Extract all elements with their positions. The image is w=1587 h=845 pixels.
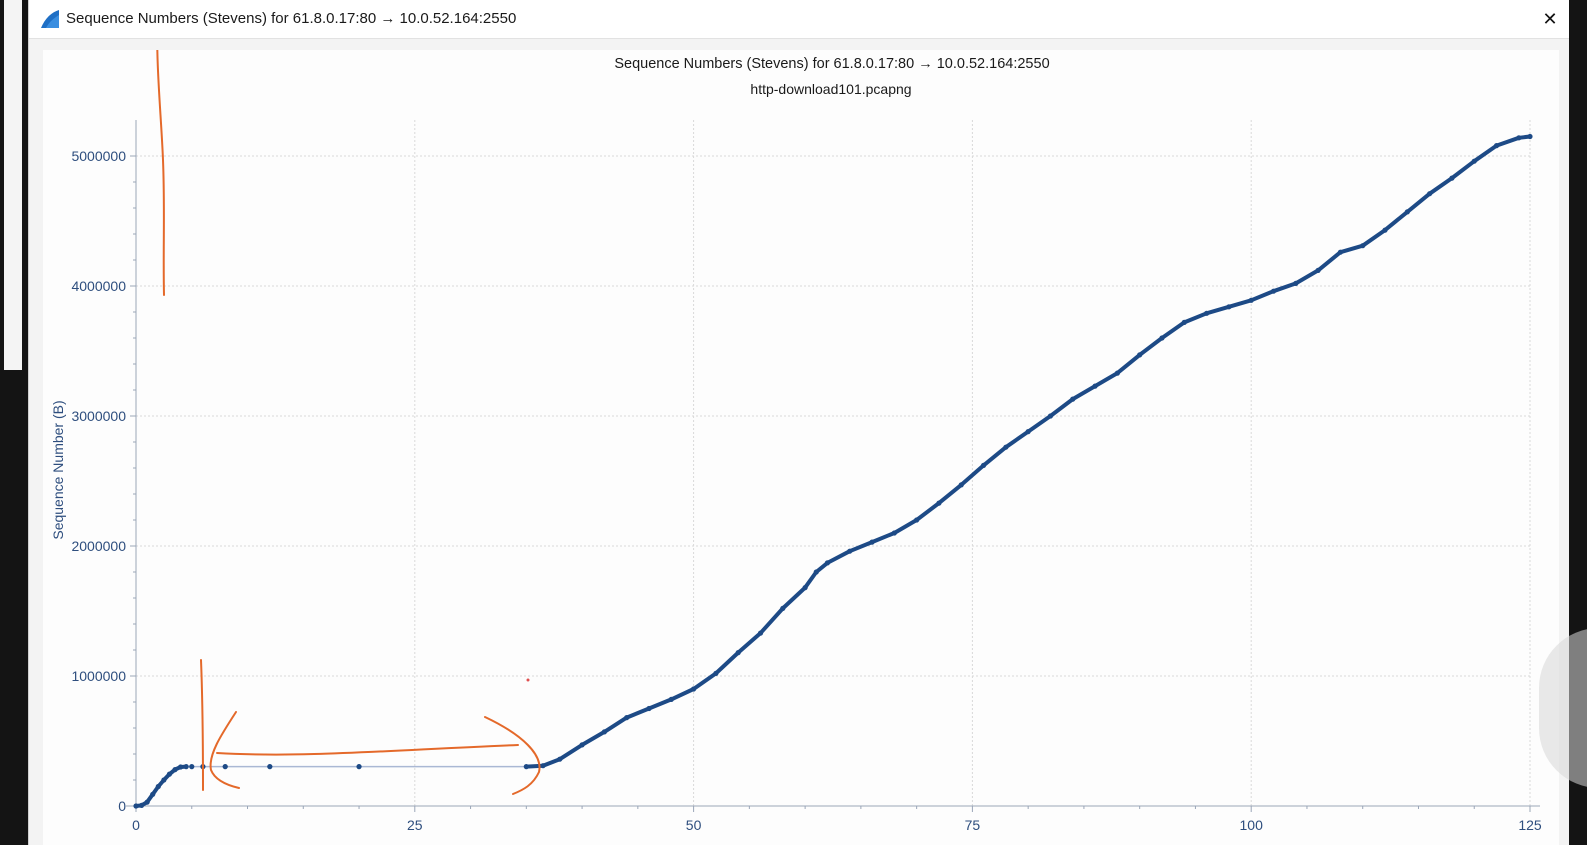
title-bar: Sequence Numbers (Stevens) for 61.8.0.17… — [29, 0, 1569, 39]
data-point — [172, 767, 178, 773]
x-tick-label: 25 — [407, 817, 423, 833]
chart-title: Sequence Numbers (Stevens) for 61.8.0.17… — [614, 56, 1049, 72]
data-point — [1159, 335, 1165, 341]
data-point — [1092, 383, 1098, 389]
x-tick-label: 0 — [132, 817, 140, 833]
data-point — [183, 764, 189, 770]
data-point — [1047, 413, 1054, 419]
annotation-divider-stroke — [200, 659, 204, 791]
data-point — [1337, 249, 1344, 255]
data-point — [1360, 243, 1366, 249]
y-tick-label: 4000000 — [71, 278, 126, 294]
data-point — [166, 771, 173, 777]
wireshark-fin-icon — [41, 10, 59, 28]
data-point — [1471, 158, 1477, 164]
sparse-data-point — [267, 764, 273, 770]
data-point — [668, 696, 674, 703]
data-point — [1449, 175, 1455, 181]
data-point — [1516, 135, 1522, 141]
data-point — [1248, 297, 1254, 303]
data-point — [557, 756, 563, 762]
series-line-initial — [134, 764, 189, 808]
data-point — [1114, 370, 1120, 376]
data-point — [624, 715, 630, 721]
data-point — [980, 462, 987, 468]
x-tick-label: 100 — [1240, 817, 1264, 833]
close-icon: ✕ — [1542, 8, 1558, 29]
annotation-dot — [526, 678, 530, 682]
data-point — [691, 686, 697, 692]
annotation-right-bracket — [484, 716, 541, 795]
data-point — [150, 791, 156, 797]
data-point — [891, 530, 897, 536]
y-tick-label: 2000000 — [71, 538, 126, 554]
data-point — [1427, 191, 1433, 197]
axes: 0 25 50 75 100 125 0 1000000 2000000 3000000 40000… — [71, 120, 1542, 833]
series-layer — [133, 133, 1533, 809]
data-point — [1493, 143, 1500, 149]
data-point — [936, 500, 942, 506]
data-point — [869, 539, 875, 545]
y-tick-label: 3000000 — [71, 408, 126, 424]
data-point — [646, 705, 652, 712]
data-point — [1070, 396, 1076, 402]
series-line-main — [524, 134, 1532, 769]
data-point — [1293, 280, 1299, 286]
data-point — [1527, 133, 1533, 140]
data-point — [1137, 352, 1143, 358]
y-axis-label: Sequence Number (B) — [50, 400, 66, 539]
data-point — [735, 650, 741, 656]
data-point — [1404, 209, 1410, 215]
data-point — [144, 799, 150, 805]
plot-area[interactable]: 0 25 50 75 100 125 0 1000000 2000000 3000000 40000… — [43, 50, 1559, 845]
annotation-layer — [156, 50, 541, 795]
y-tick-label: 1000000 — [71, 668, 126, 684]
data-point — [824, 560, 831, 566]
data-point — [802, 585, 808, 591]
data-point — [1181, 319, 1187, 325]
sparse-data-point — [222, 764, 228, 770]
data-point — [1226, 304, 1232, 310]
data-point — [523, 764, 529, 770]
data-point — [1203, 310, 1210, 316]
x-tick-label: 50 — [686, 817, 702, 833]
data-point — [914, 517, 920, 523]
data-point — [601, 729, 607, 735]
chart-svg[interactable]: 0 25 50 75 100 125 0 1000000 2000000 3000000 40000… — [43, 50, 1559, 845]
x-tick-label: 125 — [1518, 817, 1542, 833]
grid — [136, 120, 1531, 806]
data-point — [1003, 444, 1009, 450]
annotation-left-bracket — [209, 711, 240, 789]
sparse-data-point — [356, 764, 362, 770]
background-window-edge — [4, 0, 22, 370]
x-tick-label: 75 — [965, 817, 981, 833]
data-point — [133, 803, 139, 809]
data-point — [189, 764, 195, 770]
annotation-vertical-stroke — [156, 50, 165, 296]
data-point — [1025, 429, 1031, 435]
data-point — [540, 763, 546, 769]
close-button[interactable]: ✕ — [1531, 0, 1569, 38]
data-point — [1382, 227, 1388, 233]
data-point — [757, 630, 764, 636]
window-title: Sequence Numbers (Stevens) for 61.8.0.17… — [66, 10, 517, 27]
chart-subtitle: http-download101.pcapng — [750, 81, 911, 97]
data-point — [155, 783, 161, 790]
data-point — [713, 670, 719, 677]
graph-window: Sequence Numbers (Stevens) for 61.8.0.17… — [28, 0, 1569, 845]
annotation-arrow-shaft — [216, 744, 519, 756]
data-point — [1270, 288, 1277, 294]
data-point — [958, 482, 964, 488]
data-point — [161, 777, 167, 783]
data-point — [847, 548, 853, 554]
data-point — [579, 742, 585, 748]
data-point — [1315, 267, 1321, 273]
data-point — [813, 569, 819, 575]
data-point — [138, 802, 145, 808]
data-point — [780, 605, 786, 612]
y-tick-label: 0 — [118, 798, 126, 814]
data-point — [178, 764, 184, 770]
y-tick-label: 5000000 — [71, 148, 126, 164]
